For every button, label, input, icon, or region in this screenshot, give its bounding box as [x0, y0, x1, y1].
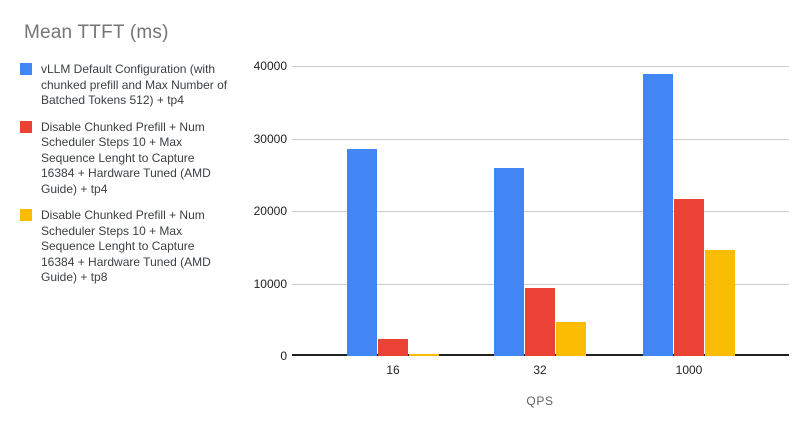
legend-label-2: Disable Chunked Prefill + Num Scheduler … [41, 208, 211, 284]
legend-item-2: Disable Chunked Prefill + Num Scheduler … [20, 208, 230, 286]
bar-series2-qps1000 [705, 250, 735, 356]
legend-item-0: vLLM Default Configuration (with chunked… [20, 62, 230, 109]
legend-swatch-icon [20, 209, 32, 221]
gridline-20000 [292, 211, 789, 212]
x-tick-label-32: 32 [533, 363, 547, 377]
chart-title: Mean TTFT (ms) [24, 22, 169, 43]
gridline-30000 [292, 138, 789, 140]
x-tick-label-16: 16 [386, 363, 400, 377]
x-axis-title: QPS [526, 394, 554, 408]
gridline-40000 [292, 66, 789, 67]
bar-series0-qps32 [494, 167, 524, 356]
gridline-10000 [292, 283, 789, 285]
bar-series0-qps1000 [643, 74, 673, 356]
legend-swatch-icon [20, 120, 32, 133]
y-tick-label-30000: 30000 [253, 131, 287, 146]
legend-swatch-icon [20, 63, 32, 75]
y-tick-label-40000: 40000 [253, 59, 287, 73]
chart-legend: vLLM Default Configuration (with chunked… [20, 62, 230, 297]
y-tick-label-10000: 10000 [253, 276, 287, 291]
bar-group-32 [494, 167, 586, 356]
x-tick-label-1000: 1000 [675, 363, 703, 377]
legend-item-1: Disable Chunked Prefill + Num Scheduler … [20, 120, 230, 198]
bar-group-16 [347, 149, 439, 356]
bar-series1-qps32 [525, 287, 555, 356]
bar-series2-qps32 [556, 321, 586, 356]
legend-label-1: Disable Chunked Prefill + Num Scheduler … [41, 119, 211, 196]
bar-group-1000 [643, 74, 735, 356]
bar-series0-qps16 [347, 149, 377, 356]
bar-series1-qps16 [378, 339, 408, 356]
bar-series1-qps1000 [674, 199, 704, 356]
y-tick-label-0: 0 [280, 349, 287, 363]
plot-area [292, 66, 789, 356]
legend-label-0: vLLM Default Configuration (with chunked… [41, 62, 228, 107]
bar-series2-qps16 [409, 353, 439, 356]
y-tick-label-20000: 20000 [253, 204, 287, 218]
